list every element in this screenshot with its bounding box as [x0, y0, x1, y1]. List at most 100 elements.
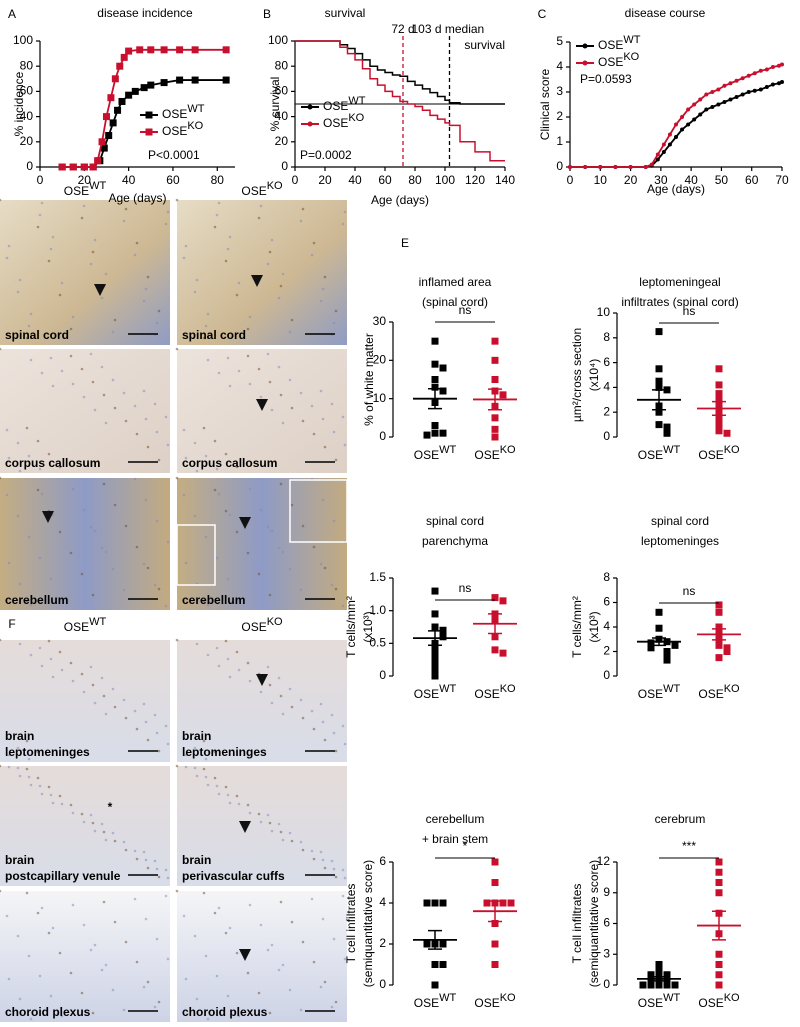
data-point: [507, 899, 515, 907]
column-header-sup: WT: [89, 180, 106, 192]
cell-texture: [206, 312, 210, 316]
cell-texture: [146, 738, 150, 742]
cell-texture: [122, 840, 126, 844]
cell-texture: [312, 545, 316, 549]
cell-texture: [153, 583, 157, 587]
cell-texture: [235, 794, 239, 798]
cell-texture: [60, 369, 64, 373]
data-point: [715, 601, 723, 609]
cell-texture: [330, 1005, 334, 1009]
y-tick-label: 0: [281, 159, 288, 173]
cell-texture: [224, 931, 228, 935]
data-point: [483, 899, 491, 907]
cell-texture: [277, 365, 281, 369]
cell-texture: [29, 603, 33, 607]
cell-texture: [299, 588, 303, 592]
cell-texture: [321, 858, 325, 862]
cell-texture: [312, 241, 316, 245]
cell-texture: [235, 293, 239, 297]
cell-texture: [40, 906, 44, 910]
cell-texture: [27, 454, 31, 458]
cell-texture: [49, 356, 53, 360]
arrowhead: [239, 949, 251, 961]
data-point: [431, 383, 439, 391]
cell-texture: [213, 911, 217, 915]
cell-texture: [164, 604, 168, 608]
data-point: [715, 654, 723, 662]
cell-texture: [312, 960, 316, 964]
cell-texture: [166, 742, 170, 746]
cell-texture: [40, 664, 44, 668]
sem-bar: [652, 976, 666, 982]
cell-texture: [246, 354, 250, 358]
cell-texture: [228, 384, 232, 388]
cell-texture: [330, 402, 334, 406]
data-point: [431, 652, 439, 660]
cell-texture: [268, 593, 272, 597]
legend-label-main: OSE: [323, 99, 348, 113]
marker: [98, 138, 106, 146]
cell-texture: [142, 702, 146, 706]
cell-texture: [27, 324, 31, 328]
cell-texture: [268, 250, 272, 254]
cell-texture: [29, 312, 33, 316]
cell-texture: [270, 529, 274, 533]
cell-texture: [111, 567, 115, 571]
cell-texture: [213, 488, 217, 492]
cell-texture: [38, 974, 42, 978]
column-header-sup: WT: [89, 616, 106, 628]
cell-texture: [334, 749, 338, 753]
data-point: [715, 427, 723, 435]
x-axis-label: Age (days): [108, 191, 166, 205]
x-tick-label-sup: KO: [724, 992, 740, 1004]
data-point: [491, 920, 499, 927]
cell-texture: [277, 822, 281, 826]
cell-texture: [206, 653, 210, 657]
data-point: [639, 981, 647, 989]
cell-texture: [133, 477, 137, 481]
marker: [116, 62, 124, 70]
cell-texture: [330, 713, 334, 717]
cell-texture: [334, 587, 338, 591]
marker: [674, 135, 678, 139]
cell-texture: [332, 519, 336, 523]
marker: [734, 78, 739, 83]
cell-texture: [40, 201, 44, 205]
cell-texture: [80, 812, 84, 816]
x-axis-label: Age (days): [647, 182, 705, 196]
cell-texture: [71, 487, 75, 491]
x-tick-label: 0: [292, 173, 299, 187]
x-tick-label-main: OSE: [474, 687, 499, 701]
micrograph-label: corpus callosum: [5, 456, 100, 470]
cell-texture: [113, 318, 117, 322]
cell-texture: [323, 866, 327, 870]
cell-texture: [332, 937, 336, 941]
y-tick-label: 2: [603, 404, 610, 418]
y-axis-label: % of white matter: [362, 333, 376, 426]
y-tick-label: 20: [373, 353, 387, 367]
cell-texture: [5, 256, 9, 260]
data-point: [423, 431, 431, 439]
cell-texture: [182, 914, 186, 918]
data-point: [499, 597, 507, 605]
cell-texture: [319, 850, 323, 854]
x-tick-label: 40: [684, 173, 698, 187]
cell-texture: [299, 391, 303, 395]
data-point: [715, 971, 723, 979]
cell-texture: [142, 389, 146, 393]
cell-texture: [38, 467, 42, 471]
micrograph: [0, 766, 170, 886]
cell-texture: [100, 822, 104, 826]
arrowhead: [256, 399, 268, 411]
cell-texture: [113, 839, 117, 843]
y-axis-label: T cell infiltrates: [344, 884, 358, 964]
cell-texture: [248, 487, 252, 491]
sem-bar: [652, 389, 666, 411]
cell-texture: [69, 327, 73, 331]
marker: [776, 81, 781, 86]
x-tick-label-sup: KO: [500, 992, 516, 1004]
data-point: [723, 429, 731, 437]
marker: [176, 46, 184, 54]
marker: [160, 79, 168, 87]
